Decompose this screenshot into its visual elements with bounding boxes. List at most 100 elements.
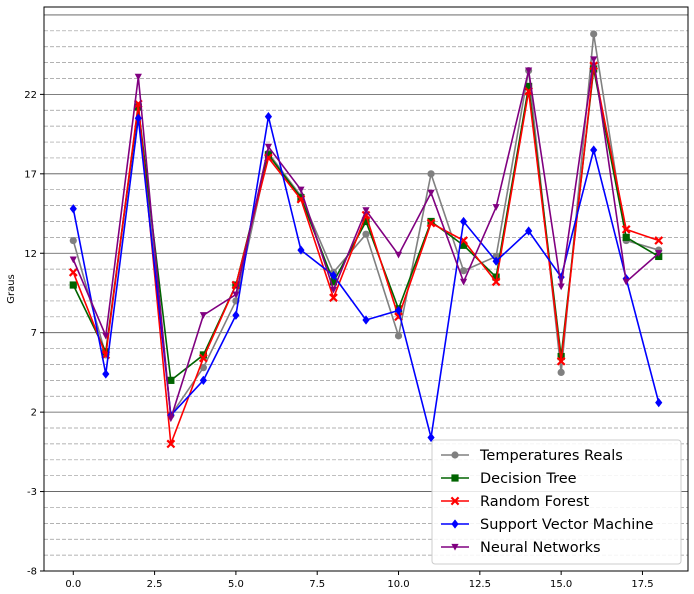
y-tick-label: 7 xyxy=(31,328,37,339)
legend-item: Random Forest xyxy=(441,494,589,510)
x-marker-stroke xyxy=(589,61,599,71)
data-point xyxy=(492,204,500,211)
data-point xyxy=(590,30,598,38)
data-point xyxy=(198,353,208,363)
data-point xyxy=(394,305,403,316)
data-point xyxy=(102,369,110,379)
data-point xyxy=(167,376,175,384)
x-marker-stroke xyxy=(166,439,176,449)
data-point xyxy=(622,233,630,241)
data-point xyxy=(199,312,207,319)
x-tick-label: 0.0 xyxy=(65,579,81,590)
series-line xyxy=(72,65,659,445)
data-point xyxy=(264,143,273,151)
series-random-forest xyxy=(68,61,664,449)
legend-marker xyxy=(451,543,459,551)
data-point xyxy=(525,226,533,236)
x-tick-label: 15.0 xyxy=(550,579,572,590)
data-point xyxy=(427,432,435,443)
legend: Temperatures Reals Decision Tree Random Fo… xyxy=(431,439,682,565)
data-point xyxy=(459,267,468,275)
x-marker-stroke xyxy=(654,236,664,245)
x-marker-stroke xyxy=(426,218,436,228)
x-marker-stroke xyxy=(491,277,501,287)
data-point xyxy=(362,217,370,226)
data-point xyxy=(655,397,663,408)
data-point xyxy=(654,236,664,245)
legend-marker xyxy=(451,451,459,459)
data-point xyxy=(590,56,598,64)
data-point xyxy=(557,368,565,377)
x-marker-stroke xyxy=(450,496,460,506)
x-marker-stroke xyxy=(621,225,631,234)
y-axis-ticks: -8 -3 2 7 12 17 22 xyxy=(24,90,44,578)
data-point xyxy=(167,415,175,423)
data-point xyxy=(362,207,370,214)
x-axis-ticks: 0.0 2.5 5.0 7.5 10.0 12.5 15.0 17.5 xyxy=(65,571,654,590)
data-point xyxy=(394,251,403,259)
data-point xyxy=(102,332,110,340)
x-marker-stroke xyxy=(556,356,566,366)
y-tick-label: 22 xyxy=(24,90,37,101)
data-point xyxy=(621,225,631,234)
data-point xyxy=(134,73,142,81)
data-point xyxy=(459,278,468,286)
data-point xyxy=(427,170,435,178)
data-point xyxy=(492,273,500,281)
data-point xyxy=(525,82,533,91)
data-point xyxy=(589,61,599,71)
y-axis-label: Graus xyxy=(6,274,17,304)
legend-marker xyxy=(451,519,459,529)
data-point xyxy=(232,310,240,320)
legend-item: Decision Tree xyxy=(441,471,577,487)
data-point xyxy=(394,332,403,340)
data-point xyxy=(459,241,468,249)
data-point xyxy=(264,112,273,122)
data-point xyxy=(655,250,663,257)
x-tick-label: 5.0 xyxy=(228,579,244,590)
data-point xyxy=(427,217,435,226)
data-point xyxy=(426,218,436,228)
legend-item: Neural Networks xyxy=(441,540,601,556)
data-point xyxy=(134,113,142,123)
series-lines xyxy=(68,30,664,449)
x-marker-stroke xyxy=(329,293,338,303)
data-point xyxy=(459,216,468,227)
data-point xyxy=(297,245,305,255)
legend-item: Support Vector Machine xyxy=(441,517,654,533)
data-point xyxy=(69,281,77,289)
data-point xyxy=(329,286,338,294)
legend-marker xyxy=(451,474,459,482)
data-point xyxy=(297,194,305,202)
x-tick-label: 12.5 xyxy=(469,579,491,590)
data-point xyxy=(622,278,630,286)
data-point xyxy=(199,375,207,385)
data-point xyxy=(199,351,207,359)
y-tick-label: 17 xyxy=(24,169,37,180)
data-point xyxy=(69,256,77,264)
data-point xyxy=(362,315,370,325)
data-point xyxy=(69,236,77,245)
y-tick-label: -3 xyxy=(27,487,37,498)
legend-item: Temperatures Reals xyxy=(441,448,623,464)
legend-label: Neural Networks xyxy=(480,540,601,556)
data-point xyxy=(557,283,565,291)
data-point xyxy=(492,256,500,266)
data-point xyxy=(557,272,565,282)
x-marker-stroke xyxy=(68,267,78,277)
x-marker-stroke xyxy=(394,312,403,322)
data-point xyxy=(427,189,435,197)
data-point xyxy=(166,439,176,449)
legend-label: Support Vector Machine xyxy=(480,517,654,533)
data-point xyxy=(329,293,338,303)
x-tick-label: 17.5 xyxy=(631,579,653,590)
data-point xyxy=(491,277,501,287)
y-tick-label: -8 xyxy=(27,567,37,578)
plot-frame xyxy=(43,6,689,572)
data-point xyxy=(525,67,533,75)
data-point xyxy=(68,267,78,277)
data-point xyxy=(590,145,598,155)
data-point xyxy=(329,270,338,281)
data-point xyxy=(297,186,305,194)
